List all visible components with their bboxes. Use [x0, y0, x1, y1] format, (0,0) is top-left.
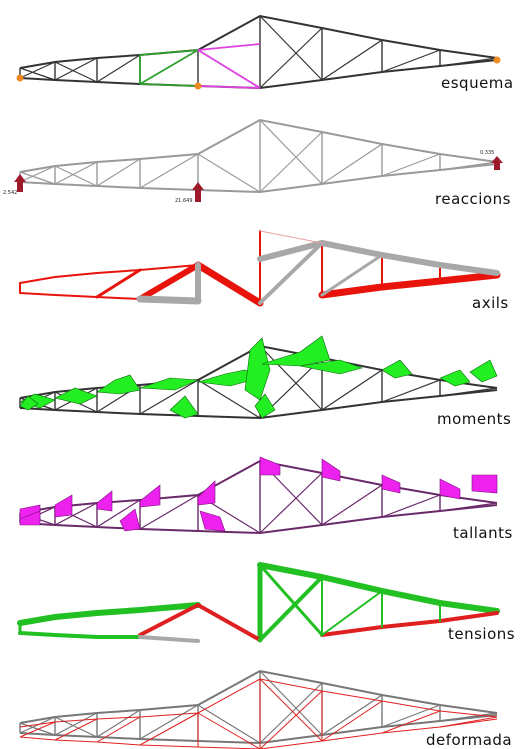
- reaction-arrow-right: [491, 156, 503, 170]
- moment-diagram-fills: [19, 335, 498, 419]
- panel-label-tensions: tensions: [448, 625, 515, 643]
- panel-label-axils: axils: [472, 294, 509, 312]
- panel-label-reaccions: reaccions: [435, 190, 511, 208]
- panel-moments: moments: [19, 335, 511, 428]
- panel-reaccions: 2.542 21.649 0.335 reaccions: [3, 119, 511, 208]
- reaction-arrow-left: [14, 174, 26, 192]
- support-left: [16, 74, 24, 82]
- panel-esquema: esquema: [16, 15, 514, 92]
- truss-tallants: [19, 460, 498, 534]
- truss-schema: [19, 15, 498, 89]
- panel-label-deformada: deformada: [426, 731, 512, 749]
- truss-deformed: [19, 678, 498, 749]
- panel-label-esquema: esquema: [441, 74, 514, 92]
- panel-tensions: tensions: [17, 562, 515, 643]
- reaction-value-left: 2.542: [3, 190, 17, 196]
- reaction-value-middle: 21.649: [175, 198, 193, 204]
- support-right: [493, 56, 501, 64]
- support-middle: [194, 82, 202, 90]
- highlight-bay-green: [139, 49, 199, 87]
- truss-reactions: [19, 119, 498, 193]
- truss-axils: [19, 230, 501, 307]
- truss-tensions: [17, 562, 500, 643]
- panel-label-tallants: tallants: [453, 524, 513, 542]
- panel-label-moments: moments: [437, 410, 511, 428]
- panel-tallants: tallants: [19, 456, 513, 542]
- highlight-bay-magenta: [197, 43, 261, 89]
- panel-axils: axils: [19, 230, 509, 312]
- shear-diagram-fills: [19, 456, 498, 532]
- reaction-arrow-middle: [192, 182, 204, 202]
- reaction-value-right: 0.335: [480, 150, 494, 156]
- panel-deformada: deformada: [19, 670, 512, 749]
